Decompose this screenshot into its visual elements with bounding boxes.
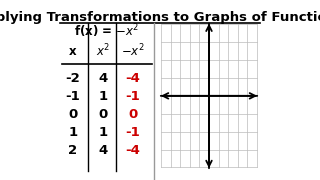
Text: 4: 4 xyxy=(98,72,108,85)
Text: 0: 0 xyxy=(98,108,108,121)
Text: 1: 1 xyxy=(99,90,108,103)
Text: -1: -1 xyxy=(126,90,140,103)
Text: f(x) = $-x^2$: f(x) = $-x^2$ xyxy=(74,23,140,40)
Text: Applying Transformations to Graphs of Functions: Applying Transformations to Graphs of Fu… xyxy=(0,11,320,24)
Text: -1: -1 xyxy=(126,126,140,139)
Text: $x^2$: $x^2$ xyxy=(96,43,110,60)
Text: -4: -4 xyxy=(125,144,140,157)
Text: 1: 1 xyxy=(68,126,77,139)
Text: 4: 4 xyxy=(98,144,108,157)
Text: 0: 0 xyxy=(68,108,78,121)
Text: x: x xyxy=(69,45,77,58)
Text: -1: -1 xyxy=(66,90,80,103)
Text: 2: 2 xyxy=(68,144,77,157)
Text: 1: 1 xyxy=(99,126,108,139)
Text: -4: -4 xyxy=(125,72,140,85)
Text: 0: 0 xyxy=(128,108,138,121)
Text: -2: -2 xyxy=(66,72,80,85)
Text: $-x^2$: $-x^2$ xyxy=(121,43,145,60)
